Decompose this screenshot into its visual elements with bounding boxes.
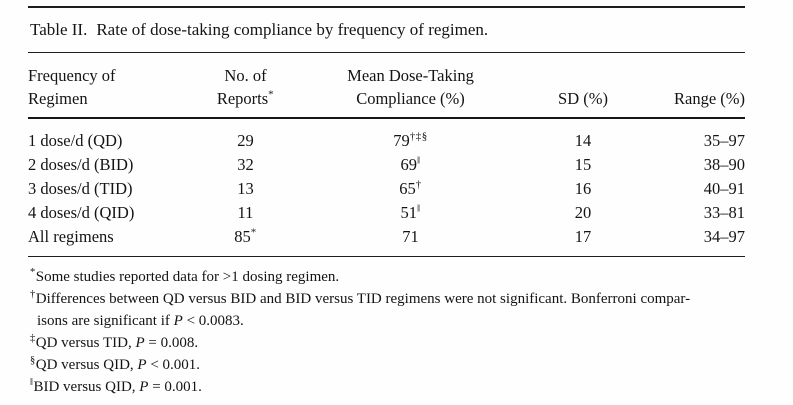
footnote-p-symbol: P	[135, 335, 145, 351]
cell-range: 35–97	[703, 131, 745, 150]
footnote-tail: < 0.0083.	[182, 313, 244, 329]
header-compliance: Mean Dose-Taking Compliance (%)	[303, 53, 518, 119]
table-title: Rate of dose-taking compliance by freque…	[96, 20, 489, 39]
cell-reports: 11	[188, 201, 303, 225]
header-reports-footnote-marker: *	[268, 88, 275, 101]
footnote-marker: ‖	[30, 377, 34, 388]
header-compliance-line2: Compliance (%)	[356, 89, 465, 108]
footnote-tail: = 0.001.	[148, 379, 202, 395]
cell-compliance-value: 79	[393, 131, 410, 150]
header-frequency-line1: Frequency of	[28, 66, 116, 85]
cell-regimen: All regimens	[28, 227, 114, 246]
footnote-tail: = 0.008.	[144, 335, 199, 351]
cell-compliance-value: 69	[400, 155, 417, 174]
footnote-section: §QD versus QID, P < 0.001.	[30, 354, 745, 376]
table-number: Table II.	[30, 20, 88, 39]
cell-range: 38–90	[703, 155, 745, 174]
header-reports-line1: No. of	[224, 66, 267, 85]
footnote-p-symbol: P	[139, 379, 149, 395]
footnote-marker: †	[30, 289, 36, 300]
header-reports-line2: Reports	[216, 89, 269, 108]
footnote-marker: §	[30, 355, 36, 366]
footnote-text: BID versus QID,	[33, 379, 140, 395]
footnote-asterisk: *Some studies reported data for >1 dosin…	[30, 266, 745, 288]
cell-sd: 17	[574, 227, 592, 246]
top-rule	[28, 6, 745, 8]
caption-rule	[28, 52, 745, 53]
cell-range: 34–97	[703, 227, 745, 246]
footnote-tail: < 0.001.	[146, 357, 201, 373]
footnote-text: QD versus TID,	[35, 335, 136, 351]
cell-compliance-sup: †‡§	[409, 130, 428, 143]
footnote-p-symbol: P	[173, 313, 183, 329]
cell-regimen: 4 doses/d (QID)	[28, 203, 135, 222]
cell-range: 40–91	[703, 179, 745, 198]
cell-reports: 13	[188, 177, 303, 201]
cell-compliance-value: 65	[399, 179, 416, 198]
table-caption: Table II. Rate of dose-taking compliance …	[28, 8, 745, 52]
cell-compliance: 71	[303, 225, 518, 257]
table-row: 2 doses/d (BID) 32 69‖ 15 38–90	[28, 153, 745, 177]
cell-compliance: 65†	[303, 177, 518, 201]
cell-compliance: 69‖	[303, 153, 518, 177]
footnote-text: Some studies reported data for >1 dosing…	[35, 269, 340, 285]
header-reports: No. of Reports*	[188, 53, 303, 119]
cell-compliance-sup: ‖	[416, 154, 421, 167]
footnote-dagger-continued: isons are significant if P < 0.0083.	[30, 310, 745, 332]
cell-reports-sup: *	[250, 226, 257, 239]
footnote-text: Differences between QD versus BID and BI…	[35, 291, 691, 307]
table-row: All regimens 85* 71 17 34–97	[28, 225, 745, 257]
cell-sd: 14	[574, 131, 592, 150]
cell-sd: 15	[574, 155, 592, 174]
cell-reports-value: 13	[237, 179, 254, 198]
cell-reports: 29	[188, 118, 303, 153]
table-row: 1 dose/d (QD) 29 79†‡§ 14 35–97	[28, 118, 745, 153]
table-body: 1 dose/d (QD) 29 79†‡§ 14 35–97 2 doses/…	[28, 118, 745, 257]
cell-reports-value: 29	[237, 131, 254, 150]
cell-compliance-value: 51	[400, 203, 417, 222]
table-row: 3 doses/d (TID) 13 65† 16 40–91	[28, 177, 745, 201]
header-row: Frequency of Regimen No. of Reports* Mea…	[28, 53, 745, 119]
cell-compliance-sup: †	[415, 178, 422, 191]
header-sd: SD (%)	[518, 53, 648, 119]
cell-reports-value: 85	[234, 227, 251, 246]
cell-reports: 32	[188, 153, 303, 177]
cell-reports: 85*	[188, 225, 303, 257]
footnote-p-symbol: P	[137, 357, 147, 373]
footnote-double-dagger: ‡QD versus TID, P = 0.008.	[30, 332, 745, 354]
compliance-table: Frequency of Regimen No. of Reports* Mea…	[28, 53, 745, 257]
cell-regimen: 3 doses/d (TID)	[28, 179, 133, 198]
footnote-dagger: †Differences between QD versus BID and B…	[30, 288, 745, 310]
cell-compliance-value: 71	[402, 227, 419, 246]
cell-regimen: 2 doses/d (BID)	[28, 155, 134, 174]
cell-regimen: 1 dose/d (QD)	[28, 131, 123, 150]
cell-range: 33–81	[703, 203, 745, 222]
table-header: Frequency of Regimen No. of Reports* Mea…	[28, 53, 745, 119]
cell-reports-value: 32	[237, 155, 254, 174]
cell-sd: 16	[574, 179, 592, 198]
footnote-text: QD versus QID,	[35, 357, 138, 373]
table-row: 4 doses/d (QID) 11 51‖ 20 33–81	[28, 201, 745, 225]
cell-compliance-sup: ‖	[416, 202, 421, 215]
footnote-marker: ‡	[30, 333, 36, 344]
footnote-parallel: ‖BID versus QID, P = 0.001.	[30, 376, 745, 398]
header-compliance-line1: Mean Dose-Taking	[347, 66, 474, 85]
table-footnotes: *Some studies reported data for >1 dosin…	[28, 266, 745, 398]
footnote-marker: *	[30, 267, 36, 278]
footnote-text: isons are significant if	[37, 313, 174, 329]
header-frequency: Frequency of Regimen	[28, 53, 188, 119]
cell-reports-value: 11	[237, 203, 254, 222]
header-frequency-line2: Regimen	[28, 89, 88, 108]
cell-compliance: 51‖	[303, 201, 518, 225]
cell-compliance: 79†‡§	[303, 118, 518, 153]
header-range: Range (%)	[648, 53, 745, 119]
cell-sd: 20	[574, 203, 592, 222]
